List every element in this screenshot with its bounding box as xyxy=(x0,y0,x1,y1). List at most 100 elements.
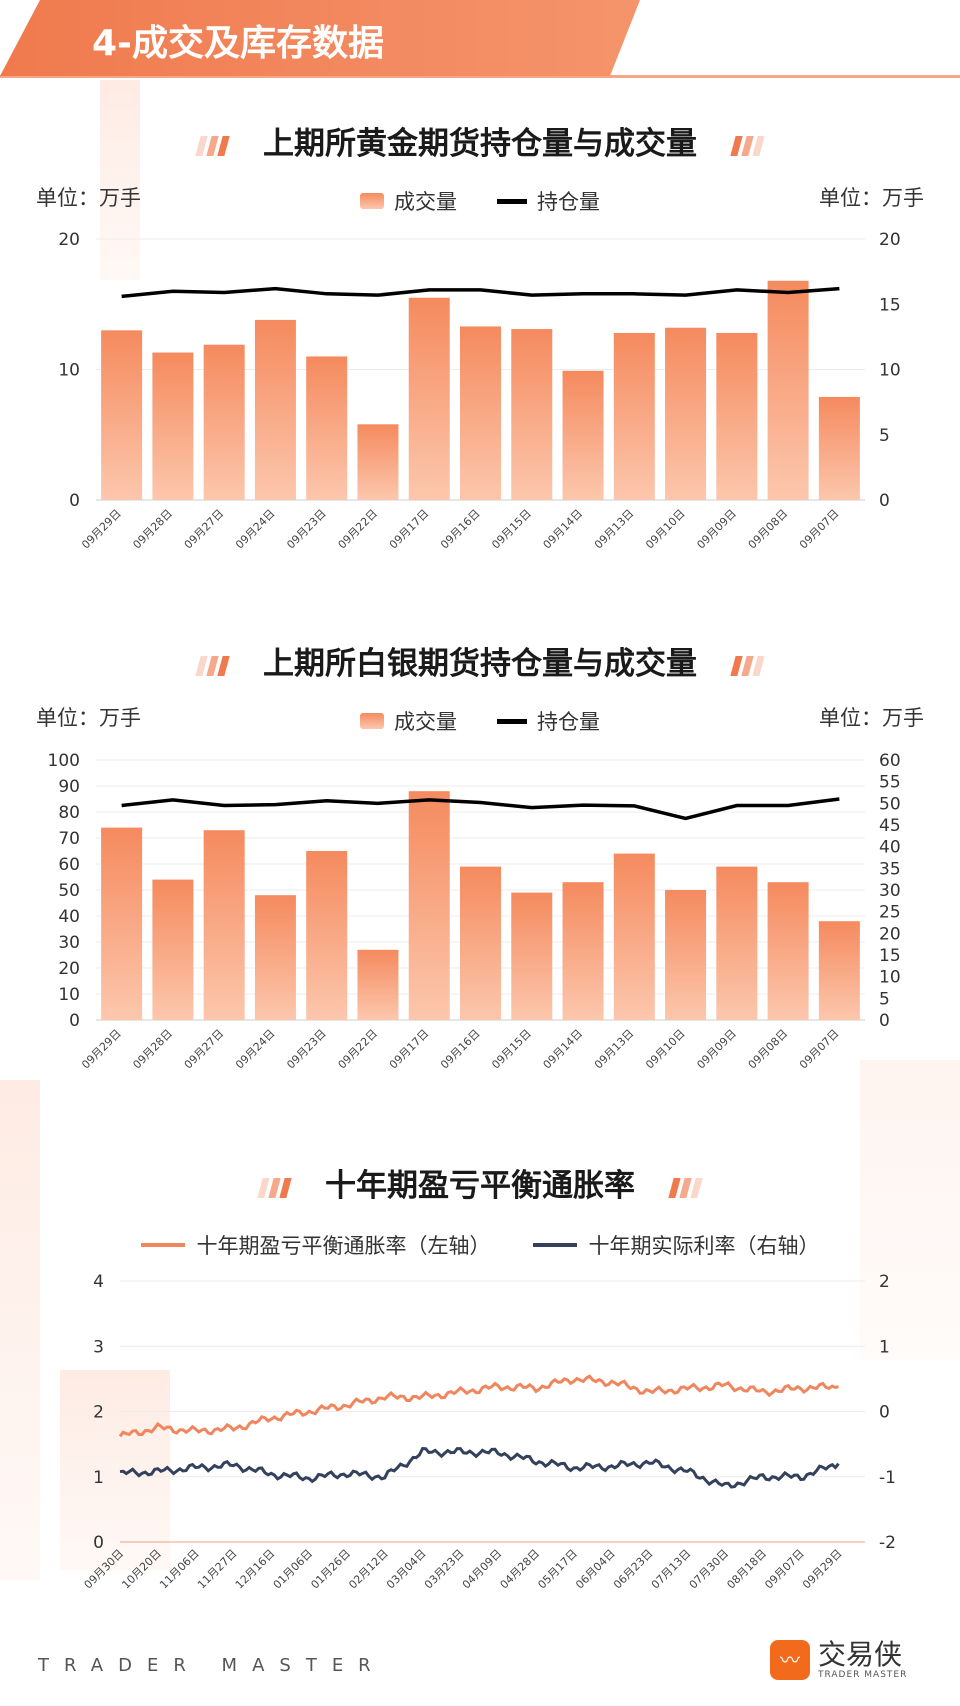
legend: 成交量 持仓量 xyxy=(0,706,960,736)
legend-swatch xyxy=(497,198,527,204)
bar xyxy=(203,830,245,1020)
y-tick-left: 90 xyxy=(58,777,80,797)
open-interest-line xyxy=(121,797,840,821)
bar xyxy=(767,280,809,500)
y-tick-right: 10 xyxy=(879,968,901,988)
breakeven-line xyxy=(118,1374,839,1438)
real-rate-line xyxy=(119,1447,840,1489)
x-tick: 05月17日 xyxy=(535,1547,580,1592)
y-tick-left: 40 xyxy=(58,907,80,927)
bar xyxy=(306,356,348,500)
x-tick: 09月07日 xyxy=(762,1547,807,1592)
bar xyxy=(665,890,707,1020)
bar xyxy=(203,344,245,500)
chart-title-text: 上期所黄金期货持仓量与成交量 xyxy=(263,126,697,162)
y-tick-right: 50 xyxy=(879,794,901,814)
y-tick-right: 2 xyxy=(879,1272,890,1292)
bar xyxy=(665,327,707,500)
legend-label[interactable]: 成交量 xyxy=(394,710,457,734)
bar xyxy=(562,882,604,1020)
bar xyxy=(459,326,502,500)
bar xyxy=(613,853,655,1020)
logo-icon: 〰 xyxy=(770,1640,810,1680)
y-tick-right: 15 xyxy=(879,295,901,315)
legend-label[interactable]: 十年期盈亏平衡通胀率（左轴） xyxy=(196,1234,491,1258)
bar xyxy=(408,297,450,500)
chart-title: 十年期盈亏平衡通胀率 xyxy=(0,1160,960,1206)
unit-right: 单位：万手 xyxy=(819,706,924,730)
y-tick-left: 0 xyxy=(93,1533,104,1553)
bar xyxy=(306,851,348,1020)
open-interest-line xyxy=(121,286,840,299)
unit-left: 单位：万手 xyxy=(36,706,141,730)
legend-swatch xyxy=(360,193,384,209)
bar xyxy=(408,791,450,1020)
y-tick-right: 30 xyxy=(879,881,901,901)
bar xyxy=(716,866,758,1020)
legend-label[interactable]: 持仓量 xyxy=(537,710,600,734)
y-tick-right: 20 xyxy=(879,230,901,250)
y-tick-left: 60 xyxy=(58,855,80,875)
legend-label[interactable]: 持仓量 xyxy=(537,190,600,214)
x-tick: 02月12日 xyxy=(346,1547,391,1592)
x-tick: 09月30日 xyxy=(82,1547,127,1592)
logo: 〰 交易侠 TRADER MASTER xyxy=(770,1640,907,1680)
y-tick-left: 3 xyxy=(93,1337,104,1357)
bar xyxy=(767,882,809,1020)
y-tick-right: 0 xyxy=(879,491,890,511)
title-decor xyxy=(730,648,765,684)
bar xyxy=(357,949,399,1020)
legend-label[interactable]: 成交量 xyxy=(394,190,457,214)
section-title: 4-成交及库存数据 xyxy=(92,23,384,64)
x-tick: 10月20日 xyxy=(119,1547,164,1592)
chart-title-text: 十年期盈亏平衡通胀率 xyxy=(325,1168,635,1204)
x-tick: 04月09日 xyxy=(460,1547,505,1592)
bar xyxy=(716,332,758,500)
legend: 十年期盈亏平衡通胀率（左轴） 十年期实际利率（右轴） xyxy=(0,1230,960,1260)
x-tick: 07月13日 xyxy=(649,1547,694,1592)
y-tick-left: 1 xyxy=(93,1468,104,1488)
y-tick-right: 10 xyxy=(879,361,901,381)
x-tick: 06月23日 xyxy=(611,1547,656,1592)
bar xyxy=(613,332,655,500)
x-tick: 01月06日 xyxy=(271,1547,316,1592)
bar xyxy=(818,396,860,500)
y-tick-left: 70 xyxy=(58,829,80,849)
y-tick-left: 80 xyxy=(58,803,80,823)
bar xyxy=(511,892,553,1020)
y-tick-left: 2 xyxy=(93,1403,104,1423)
title-decor xyxy=(730,128,765,164)
legend: 成交量 持仓量 xyxy=(0,186,960,216)
bar xyxy=(459,866,502,1020)
chart-title: 上期所黄金期货持仓量与成交量 xyxy=(0,118,960,164)
x-tick: 07月30日 xyxy=(687,1547,732,1592)
decor-candle xyxy=(0,1080,40,1580)
legend-swatch xyxy=(497,718,527,724)
y-tick-right: 40 xyxy=(879,838,901,858)
logo-cn: 交易侠 xyxy=(818,1638,903,1671)
bar xyxy=(254,319,296,500)
y-tick-right: 0 xyxy=(879,1403,890,1423)
decor-candle xyxy=(860,1060,960,1360)
y-tick-left: 10 xyxy=(58,985,80,1005)
y-tick-right: 25 xyxy=(879,903,901,923)
bar xyxy=(818,921,860,1020)
y-tick-left: 20 xyxy=(58,959,80,979)
y-tick-left: 4 xyxy=(93,1272,104,1292)
bar xyxy=(357,424,399,500)
bar xyxy=(511,329,553,500)
bar xyxy=(254,895,296,1020)
bar xyxy=(152,879,194,1020)
y-tick-right: 35 xyxy=(879,859,901,879)
y-tick-left: 20 xyxy=(58,230,80,250)
y-tick-right: 55 xyxy=(879,773,901,793)
bar xyxy=(152,352,194,500)
y-tick-right: -2 xyxy=(879,1533,896,1553)
legend-label[interactable]: 十年期实际利率（右轴） xyxy=(588,1234,820,1258)
unit-left: 单位：万手 xyxy=(36,186,141,210)
chart-title-text: 上期所白银期货持仓量与成交量 xyxy=(263,646,697,682)
y-tick-left: 30 xyxy=(58,933,80,953)
logo-en: TRADER MASTER xyxy=(818,1670,908,1680)
